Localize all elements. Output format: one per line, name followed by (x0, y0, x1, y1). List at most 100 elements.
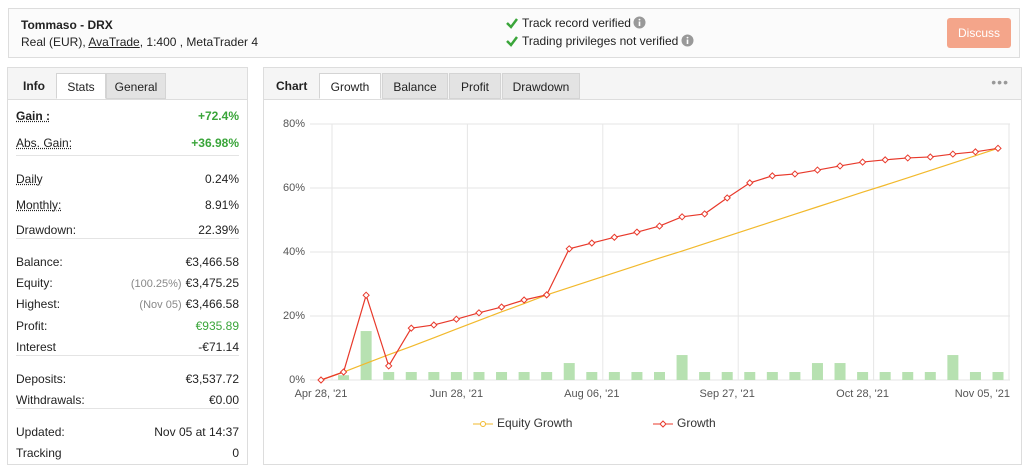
account-title: Tommaso - DRX (21, 18, 113, 32)
bar (654, 372, 665, 380)
stat-value: €3,537.72 (185, 372, 239, 386)
bar (518, 372, 530, 380)
line (320, 147, 999, 381)
bar (383, 372, 395, 380)
stat-value: 0.24% (204, 172, 239, 186)
info-icon[interactable] (681, 34, 694, 47)
point (791, 170, 799, 178)
point (926, 153, 935, 161)
bar (947, 355, 959, 380)
point (384, 362, 393, 370)
point (971, 148, 980, 156)
bar (676, 355, 688, 380)
stat-row: Profit: €935.89 (16, 317, 239, 335)
tab[interactable]: General (106, 73, 166, 99)
bar (857, 372, 869, 380)
account-details: , 1:400 , MetaTrader 4 (139, 35, 259, 49)
point (723, 194, 731, 202)
point (813, 166, 822, 174)
stat-label: Withdrawals: (16, 393, 85, 407)
point (700, 210, 709, 218)
stat-label: Tracking (16, 446, 62, 460)
panel-label: Chart (276, 79, 308, 93)
stat-label: Deposits: (16, 372, 67, 386)
point (452, 315, 461, 323)
stat-value: €935.89 (195, 318, 239, 333)
stat-value-box: €935.89 (196, 317, 239, 335)
point (339, 368, 348, 376)
bar (450, 372, 462, 380)
point (881, 156, 889, 164)
stat-row: Withdrawals: €0.00 (16, 391, 239, 409)
x-tick-label: Sep 27, '21 (700, 388, 755, 400)
divider (16, 355, 239, 356)
stat-row: Drawdown: 22.39% (16, 221, 239, 239)
bar (992, 372, 1004, 380)
point (317, 376, 325, 384)
tab[interactable]: Growth (319, 73, 381, 99)
stat-label: Updated: (16, 425, 65, 439)
stat-row: Gain : +72.4% (16, 107, 239, 125)
point (588, 239, 596, 247)
point (768, 172, 777, 180)
bar (405, 372, 417, 380)
bar (608, 372, 620, 380)
stat-value: €3,466.58 (185, 255, 239, 269)
discuss-button[interactable]: Discuss (947, 18, 1011, 48)
stat-label: Gain : (16, 109, 51, 123)
verification: Trading privileges not verified (522, 34, 679, 48)
info-icon[interactable] (633, 16, 646, 29)
stat-value-box: +36.98% (191, 134, 239, 152)
bar (721, 372, 733, 380)
legend-label[interactable]: Growth (677, 416, 716, 430)
point (497, 303, 506, 311)
stat-row: Monthly: 8.91% (16, 196, 239, 214)
bar (631, 372, 643, 380)
stat-value-box: €3,466.58 (186, 253, 239, 271)
x-tick-label: Nov 05, '21 (955, 388, 1010, 400)
bar (789, 372, 801, 380)
x-tick-label: Jun 28, '21 (430, 388, 483, 400)
tab[interactable]: Drawdown (502, 73, 580, 99)
bar (496, 372, 508, 380)
stat-value: €3,475.25 (185, 276, 239, 291)
stat-value-box: €3,537.72 (186, 370, 239, 388)
point (610, 233, 619, 241)
menu-icon[interactable]: ••• (991, 74, 1009, 90)
stat-row: Highest: (Nov 05) €3,466.58 (16, 295, 239, 313)
stat-value: +72.4% (197, 109, 239, 123)
stat-label: Daily (16, 172, 43, 186)
divider (16, 408, 239, 409)
verification: Track record verified (522, 16, 631, 30)
broker-link[interactable]: AvaTrade (88, 35, 140, 49)
tab[interactable]: Info (23, 79, 45, 93)
stat-note: (100.25%) (130, 278, 182, 291)
stat-value: 0 (232, 446, 239, 460)
bar (699, 372, 711, 380)
x-tick-label: Oct 28, '21 (836, 388, 889, 400)
stat-label: Equity: (16, 276, 53, 291)
tab[interactable]: Balance (382, 73, 448, 99)
stat-row: Daily 0.24% (16, 170, 239, 188)
stat-row: Updated: Nov 05 at 14:37 (16, 423, 239, 441)
stat-value-box: 0 (232, 444, 239, 462)
stat-label: Balance: (16, 255, 63, 269)
point (542, 291, 551, 299)
stat-note: (Nov 05) (139, 299, 182, 312)
tab[interactable]: Stats (56, 73, 106, 99)
bar (473, 372, 485, 380)
stat-row: Interest -€71.14 (16, 338, 239, 356)
stat-value-box: 8.91% (205, 196, 239, 214)
bar (811, 363, 823, 380)
bar (924, 372, 936, 380)
tab[interactable]: Profit (449, 73, 501, 99)
stat-value-box: Nov 05 at 14:37 (154, 423, 239, 441)
stat-label: Highest: (16, 297, 61, 312)
point (904, 154, 912, 162)
legend-label[interactable]: Equity Growth (497, 416, 572, 430)
point (655, 222, 664, 230)
bar (969, 372, 981, 380)
stat-label: Abs. Gain: (16, 136, 73, 150)
